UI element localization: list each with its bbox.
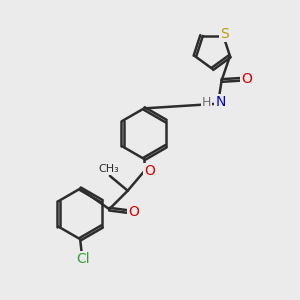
Text: O: O	[242, 72, 252, 86]
Text: Cl: Cl	[76, 252, 90, 266]
Text: N: N	[215, 95, 226, 109]
Text: H: H	[202, 96, 212, 109]
Text: O: O	[128, 205, 139, 218]
Text: S: S	[220, 27, 229, 41]
Text: O: O	[145, 164, 155, 178]
Text: CH₃: CH₃	[98, 164, 119, 174]
